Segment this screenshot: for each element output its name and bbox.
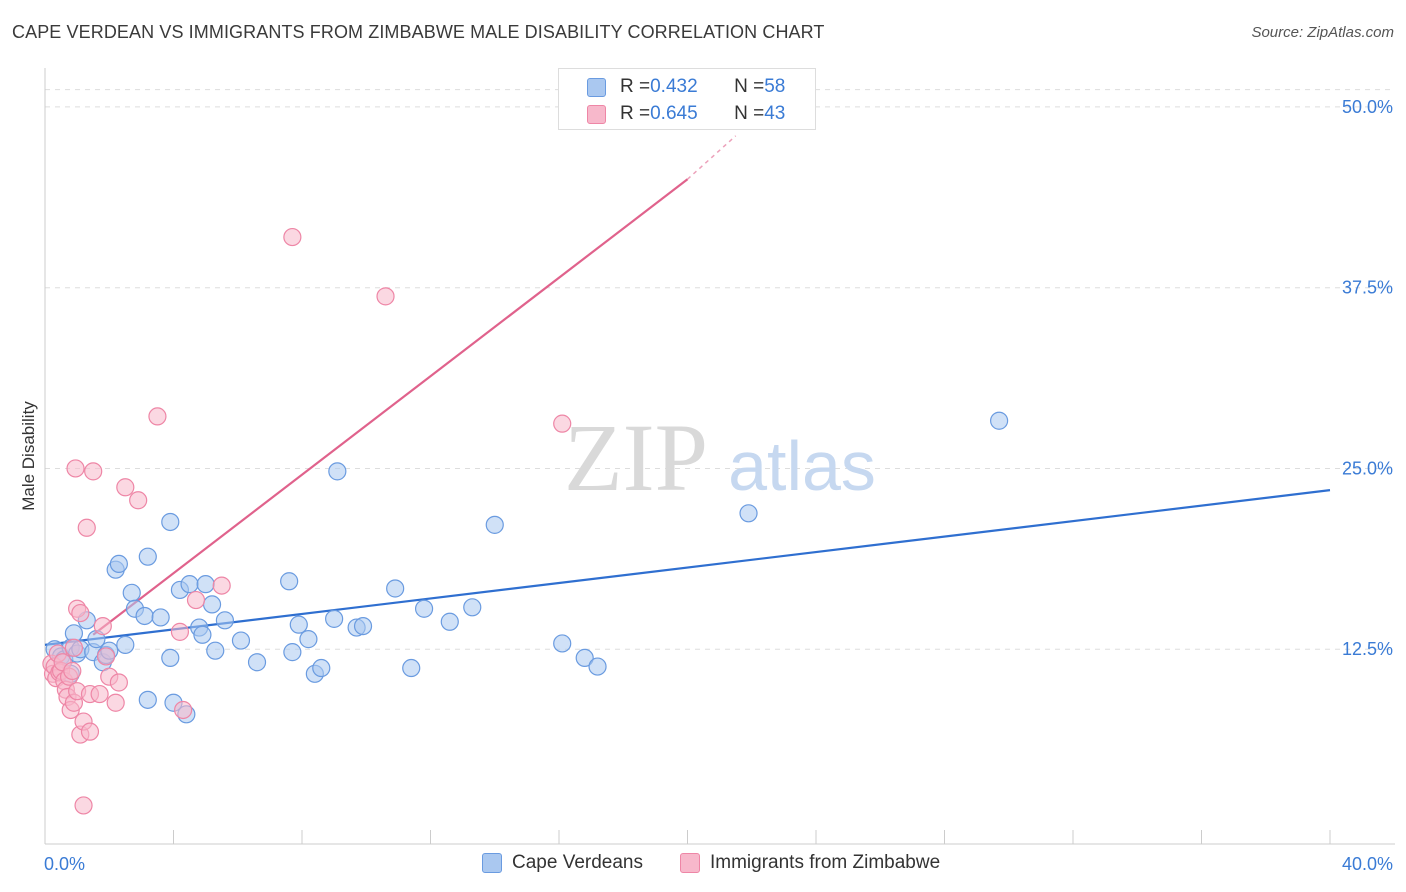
legend-r-value: 0.432 bbox=[650, 76, 698, 97]
legend-item-zimbabwe[interactable]: Immigrants from Zimbabwe bbox=[680, 852, 940, 874]
legend-label: Immigrants from Zimbabwe bbox=[710, 852, 941, 873]
point-zimbabwe bbox=[66, 459, 85, 478]
point-cape-verdean bbox=[161, 648, 180, 668]
series-legend: Cape Verdeans Immigrants from Zimbabwe bbox=[0, 850, 1406, 880]
point-cape-verdean bbox=[414, 599, 434, 618]
y-tick-label: 50.0% bbox=[1342, 97, 1393, 117]
legend-swatch-blue bbox=[587, 77, 606, 97]
point-cape-verdean bbox=[247, 653, 267, 672]
legend-r-label: R = bbox=[620, 103, 651, 124]
point-cape-verdean bbox=[280, 572, 299, 591]
point-cape-verdean bbox=[463, 598, 482, 617]
x-tick-label: 40.0% bbox=[1342, 854, 1393, 874]
point-zimbabwe bbox=[148, 407, 167, 426]
legend-n-value: 58 bbox=[764, 76, 786, 97]
point-zimbabwe bbox=[106, 693, 125, 712]
point-zimbabwe bbox=[80, 722, 100, 741]
point-zimbabwe bbox=[553, 414, 572, 433]
source-credit: Source: ZipAtlas.com bbox=[1251, 24, 1394, 41]
legend-item-cape-verdeans[interactable]: Cape Verdeans bbox=[482, 852, 643, 874]
axis-layer: 12.5% 25.0% 37.5% 50.0% 0.0% 40.0% bbox=[44, 68, 1395, 874]
point-cape-verdean bbox=[202, 595, 222, 614]
point-zimbabwe bbox=[71, 603, 90, 623]
point-zimbabwe bbox=[64, 638, 84, 657]
legend-row-zimbabwe: R = 0.645 N = 43 bbox=[587, 103, 785, 125]
points-layer bbox=[42, 227, 1009, 815]
trendline-cape-verdeans bbox=[44, 489, 1331, 646]
point-cape-verdean bbox=[196, 575, 215, 594]
point-zimbabwe bbox=[63, 661, 82, 681]
trendline-zimbabwe-extension bbox=[686, 135, 737, 180]
point-cape-verdean bbox=[161, 512, 180, 532]
point-cape-verdean bbox=[328, 462, 347, 481]
legend-r-label: R = bbox=[620, 76, 651, 97]
point-cape-verdean bbox=[386, 579, 405, 598]
point-zimbabwe bbox=[116, 478, 135, 497]
point-cape-verdean bbox=[440, 612, 459, 631]
point-cape-verdean bbox=[122, 583, 141, 602]
point-cape-verdean bbox=[151, 608, 170, 627]
point-cape-verdean bbox=[283, 643, 302, 662]
point-cape-verdean bbox=[180, 575, 199, 594]
point-cape-verdean bbox=[312, 658, 331, 678]
y-tick-label: 37.5% bbox=[1342, 278, 1393, 298]
point-cape-verdean bbox=[109, 554, 128, 574]
point-cape-verdean bbox=[588, 657, 607, 676]
trendline-zimbabwe bbox=[92, 178, 689, 636]
point-zimbabwe bbox=[283, 227, 302, 247]
point-zimbabwe bbox=[84, 462, 103, 481]
point-zimbabwe bbox=[212, 576, 231, 595]
point-zimbabwe bbox=[109, 673, 128, 692]
point-zimbabwe bbox=[186, 590, 206, 610]
point-cape-verdean bbox=[215, 611, 234, 630]
point-zimbabwe bbox=[170, 622, 190, 641]
point-cape-verdean bbox=[402, 658, 421, 678]
grid-layer bbox=[45, 89, 1395, 650]
point-cape-verdean bbox=[739, 504, 758, 523]
legend-label: Cape Verdeans bbox=[512, 852, 643, 873]
point-cape-verdean bbox=[289, 615, 308, 634]
legend-n-label: N = bbox=[734, 103, 765, 124]
legend-r-value: 0.645 bbox=[650, 103, 698, 124]
point-cape-verdean bbox=[299, 630, 318, 649]
legend-swatch-pink bbox=[587, 104, 606, 124]
point-zimbabwe bbox=[90, 684, 109, 704]
point-zimbabwe bbox=[74, 796, 93, 815]
point-cape-verdean bbox=[138, 690, 157, 709]
point-cape-verdean bbox=[193, 625, 212, 644]
chart-title: CAPE VERDEAN VS IMMIGRANTS FROM ZIMBABWE… bbox=[12, 22, 825, 42]
point-cape-verdean bbox=[353, 616, 373, 636]
point-cape-verdean bbox=[990, 411, 1009, 430]
point-cape-verdean bbox=[485, 515, 504, 534]
point-cape-verdean bbox=[553, 634, 572, 653]
point-zimbabwe bbox=[77, 518, 96, 537]
point-cape-verdean bbox=[138, 547, 157, 566]
legend-n-value: 43 bbox=[764, 103, 786, 124]
point-cape-verdean bbox=[231, 631, 251, 650]
y-tick-label: 12.5% bbox=[1342, 639, 1393, 659]
legend-swatch-blue bbox=[482, 853, 502, 873]
point-cape-verdean bbox=[325, 609, 344, 628]
point-zimbabwe bbox=[96, 647, 116, 666]
y-tick-label: 25.0% bbox=[1342, 458, 1393, 478]
legend-row-cape-verdeans: R = 0.432 N = 58 bbox=[587, 76, 785, 98]
point-cape-verdean bbox=[575, 648, 594, 668]
watermark: ZIP atlas bbox=[564, 404, 876, 511]
x-tick-label: 0.0% bbox=[44, 854, 85, 874]
point-cape-verdean bbox=[116, 635, 135, 654]
watermark-atlas: atlas bbox=[728, 427, 876, 505]
trend-layer bbox=[44, 135, 1331, 646]
point-zimbabwe bbox=[129, 491, 148, 510]
point-zimbabwe bbox=[376, 287, 395, 306]
legend-swatch-pink bbox=[680, 853, 700, 873]
point-zimbabwe bbox=[93, 616, 112, 636]
point-zimbabwe bbox=[174, 700, 193, 720]
point-cape-verdean bbox=[135, 606, 154, 626]
watermark-zip: ZIP bbox=[564, 404, 708, 511]
y-axis-label: Male Disability bbox=[19, 401, 38, 511]
point-cape-verdean bbox=[206, 641, 225, 660]
correlation-legend: R = 0.432 N = 58 R = 0.645 N = 43 bbox=[558, 68, 816, 130]
legend-n-label: N = bbox=[734, 76, 765, 97]
